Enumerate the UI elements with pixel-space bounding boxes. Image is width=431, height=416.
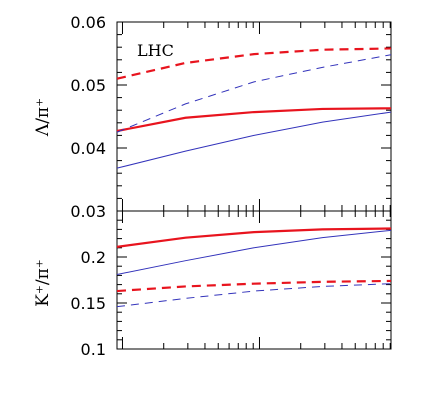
kaon-panel-ticks xyxy=(117,210,391,350)
kaon-panel-tick-labels: 0.1 0.15 0.2 xyxy=(70,248,106,359)
kaon-panel-frame xyxy=(116,210,392,350)
y-axis-label-kaon: K⁺/π⁺ xyxy=(33,259,53,307)
lambda-series-thin-solid xyxy=(116,111,392,169)
lambda-series-thick-dashed xyxy=(116,47,392,80)
lambda-y-tick-label: 0.04 xyxy=(70,139,106,158)
kaon-series-thick-solid xyxy=(116,227,392,248)
kaon-panel-lines xyxy=(116,227,392,308)
lambda-panel-tick-labels: 0.03 0.04 0.05 0.06 xyxy=(70,13,106,221)
kaon-panel: 0.1 0.15 0.2 K⁺/π⁺ xyxy=(33,210,392,359)
lambda-y-tick-label: 0.06 xyxy=(70,13,106,32)
lambda-y-tick-label: 0.03 xyxy=(70,202,106,221)
kaon-series-thin-solid xyxy=(116,229,392,275)
y-axis-label-lambda: Λ/π⁺ xyxy=(33,98,53,137)
lambda-panel: 0.03 0.04 0.05 0.06 LHC Λ/π⁺ xyxy=(33,13,392,221)
kaon-series-thick-dashed xyxy=(116,279,392,293)
lambda-y-tick-label: 0.05 xyxy=(70,76,106,95)
lambda-panel-lines xyxy=(116,47,392,169)
lambda-series-thin-dashed xyxy=(116,54,392,133)
kaon-series-thin-dashed xyxy=(116,283,392,308)
kaon-y-tick-label: 0.15 xyxy=(70,294,106,313)
kaon-y-tick-label: 0.1 xyxy=(81,340,106,359)
kaon-y-tick-label: 0.2 xyxy=(81,248,106,267)
chart-annotation: LHC xyxy=(137,41,174,60)
lambda-series-thick-solid xyxy=(116,107,392,133)
lambda-panel-ticks xyxy=(117,21,391,212)
